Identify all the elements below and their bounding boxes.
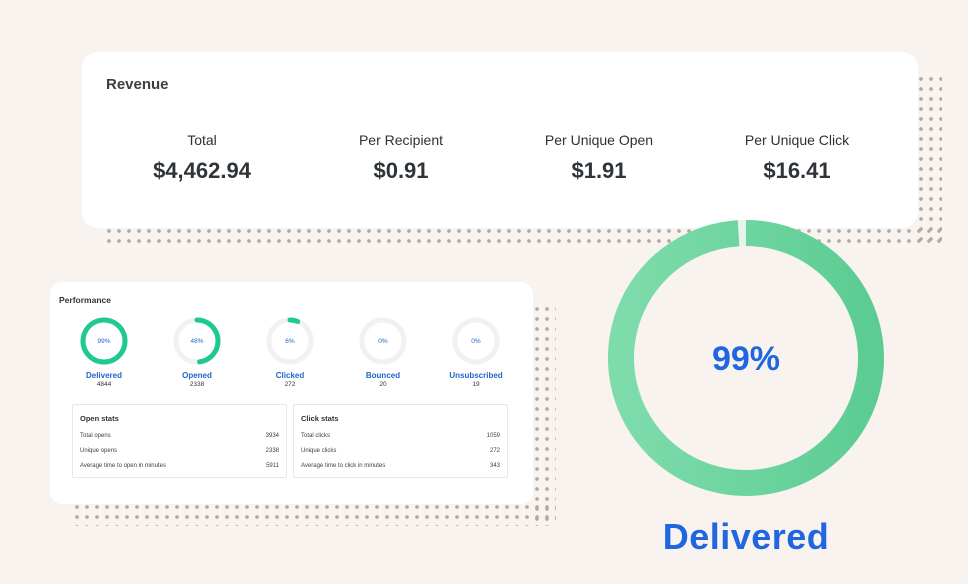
gauge-label: Unsubscribed (449, 371, 503, 380)
metric-label: Total (187, 132, 217, 148)
gauge-count: 272 (284, 381, 296, 388)
metric-value: $1.91 (571, 158, 627, 183)
performance-card: Performance 99% Delivered 4844 48% Opened 23… (50, 282, 533, 504)
gauge-progress-arc (80, 317, 128, 365)
metric-value: $4,462.94 (153, 158, 251, 183)
gauge-track (359, 317, 407, 365)
revenue-card: Revenue Total $4,462.94 Per Recipient $0… (82, 52, 918, 228)
stats-row-value: 1059 (486, 433, 500, 439)
gauge-progress-arc (266, 317, 314, 365)
gauge-label: Opened (182, 371, 212, 380)
stats-row-label: Average time to open in minutes (80, 463, 166, 469)
stats-row-value: 5911 (266, 463, 279, 469)
gauge-percent-text: 99% (97, 338, 110, 345)
gauge-label: Clicked (275, 371, 305, 380)
metric-value: $0.91 (373, 158, 429, 183)
gauge-delivered[interactable]: 99% Delivered 4844 (64, 316, 144, 388)
gauge-percent-text: 0% (378, 338, 388, 345)
stats-row-value: 3934 (265, 433, 279, 439)
gauge-label: Delivered (85, 371, 123, 380)
delivered-label: Delivered (662, 516, 830, 557)
gauge-count: 2338 (189, 381, 205, 388)
metric-label: Per Unique Click (744, 132, 850, 148)
dot-pattern-perf-bottom (72, 502, 556, 526)
gauge-count: 4844 (96, 381, 112, 388)
stats-row-value: 343 (489, 463, 500, 469)
gauge-track (452, 317, 500, 365)
revenue-metric-per-unique-click: Per Unique Click $16.41 (697, 132, 897, 184)
delivered-donut: 99% (608, 220, 884, 496)
stats-row: Unique clicks 272 (301, 448, 500, 454)
stats-row: Total opens 3934 (80, 433, 279, 439)
donut-percent-text: 99% (712, 340, 780, 378)
gauge-label: Bounced (365, 371, 401, 380)
gauge-percent-text: 0% (471, 338, 481, 345)
donut-progress-ring (608, 220, 884, 496)
stats-row-label: Total clicks (301, 433, 331, 439)
stats-row-value: 2338 (265, 448, 279, 454)
metric-label: Per Recipient (358, 132, 444, 148)
gauge-progress-arc (173, 317, 221, 365)
dot-pattern-top-right (916, 74, 942, 244)
metric-value: $16.41 (763, 158, 831, 183)
open-stats-panel: Open stats Total opens 3934 Unique opens… (72, 404, 287, 478)
stats-row: Total clicks 1059 (301, 433, 500, 439)
revenue-metric-total: Total $4,462.94 (102, 132, 302, 184)
gauge-percent-text: 48% (190, 338, 203, 345)
gauge-count: 20 (379, 381, 387, 388)
gauge-ring: 99% (80, 317, 128, 365)
click-stats-title: Click stats (301, 414, 339, 423)
revenue-metric-per-unique-open: Per Unique Open $1.91 (499, 132, 699, 184)
click-stats-panel: Click stats Total clicks 1059 Unique cli… (293, 404, 508, 478)
dot-pattern-perf-right (532, 304, 556, 526)
performance-title: Performance (59, 295, 111, 305)
metric-label: Per Unique Open (544, 132, 654, 148)
gauge-count: 19 (472, 381, 480, 388)
gauge-bounced[interactable]: 0% Bounced 20 (343, 316, 423, 388)
gauge-ring: 0% (452, 317, 500, 365)
stats-row-label: Total opens (80, 433, 111, 439)
stats-row-label: Unique clicks (301, 448, 337, 454)
stats-row: Average time to open in minutes 5911 (80, 463, 279, 469)
gauge-unsubscribed[interactable]: 0% Unsubscribed 19 (436, 316, 516, 388)
gauge-ring: 6% (266, 317, 314, 365)
stats-row: Unique opens 2338 (80, 448, 279, 454)
revenue-title: Revenue (106, 76, 169, 93)
gauge-opened[interactable]: 48% Opened 2338 (157, 316, 237, 388)
stats-row-label: Unique opens (80, 448, 118, 454)
open-stats-title: Open stats (80, 414, 119, 423)
gauge-percent-text: 6% (285, 338, 295, 345)
stats-row-label: Average time to click in minutes (301, 463, 386, 469)
gauge-ring: 0% (359, 317, 407, 365)
gauge-clicked[interactable]: 6% Clicked 272 (250, 316, 330, 388)
revenue-metric-per-recipient: Per Recipient $0.91 (301, 132, 501, 184)
gauge-ring: 48% (173, 317, 221, 365)
stats-row-value: 272 (489, 448, 500, 454)
stats-row: Average time to click in minutes 343 (301, 463, 500, 469)
